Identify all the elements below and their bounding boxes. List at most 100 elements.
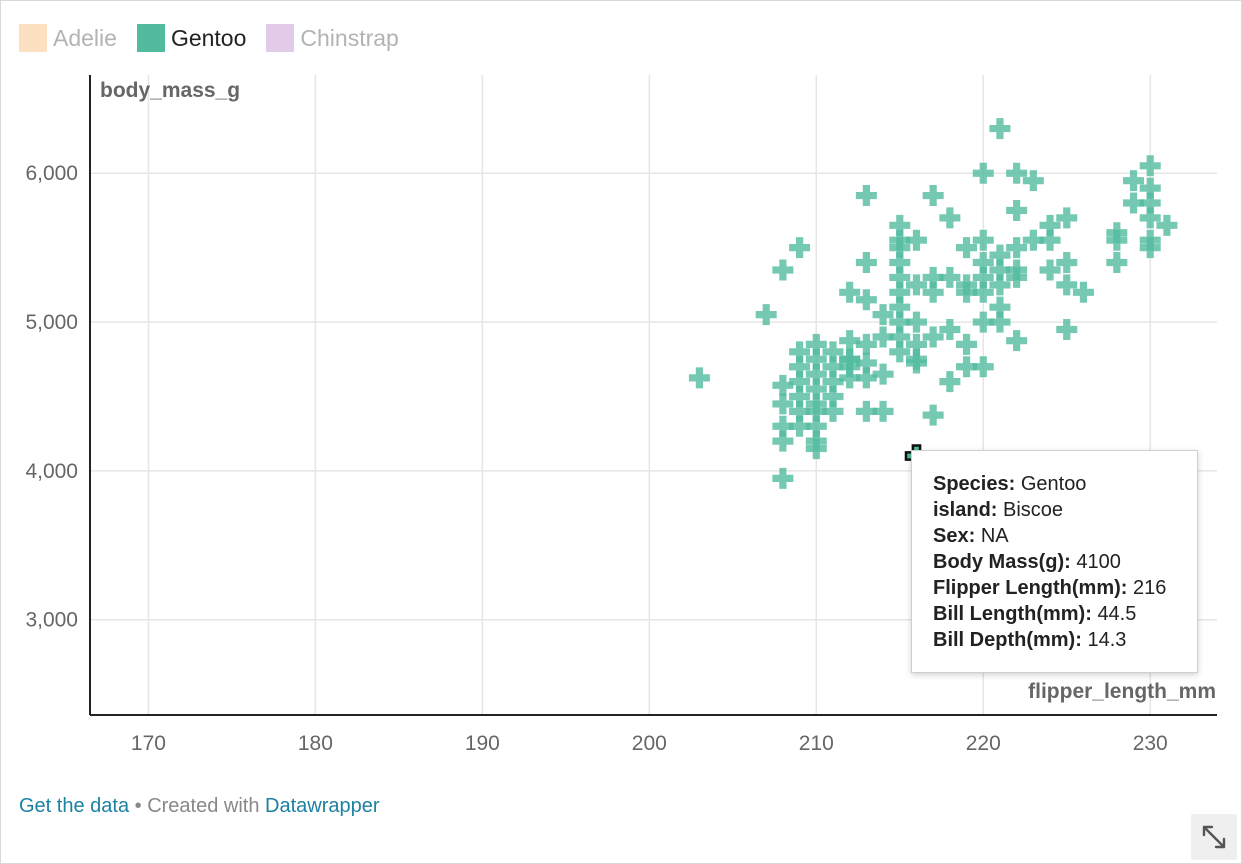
data-point[interactable] [1006, 237, 1028, 259]
data-point[interactable] [972, 281, 994, 303]
data-point[interactable] [905, 229, 927, 251]
data-point[interactable] [1139, 237, 1161, 259]
data-point[interactable] [922, 185, 944, 207]
data-point[interactable] [755, 304, 777, 326]
data-point[interactable] [972, 266, 994, 288]
data-point[interactable] [789, 341, 811, 363]
data-point[interactable] [1039, 259, 1061, 281]
data-point[interactable] [855, 333, 877, 355]
data-point[interactable] [1006, 199, 1028, 221]
data-point[interactable] [855, 185, 877, 207]
data-point[interactable] [822, 341, 844, 363]
data-point[interactable] [989, 118, 1011, 140]
data-point[interactable] [872, 400, 894, 422]
data-point[interactable] [956, 333, 978, 355]
data-point[interactable] [1056, 319, 1078, 341]
data-point[interactable] [772, 467, 794, 489]
data-point[interactable] [989, 274, 1011, 296]
data-point[interactable] [972, 252, 994, 274]
data-point[interactable] [772, 259, 794, 281]
data-point[interactable] [839, 367, 861, 389]
data-point[interactable] [889, 266, 911, 288]
get-data-link[interactable]: Get the data [19, 795, 130, 817]
data-point[interactable] [956, 237, 978, 259]
data-point[interactable] [889, 237, 911, 259]
legend-item-adelie[interactable]: Adelie [19, 24, 117, 52]
data-point[interactable] [989, 259, 1011, 281]
data-point[interactable] [939, 207, 961, 229]
data-point[interactable] [889, 281, 911, 303]
data-point[interactable] [1106, 229, 1128, 251]
legend-item-chinstrap[interactable]: Chinstrap [266, 24, 399, 52]
data-point[interactable] [1056, 252, 1078, 274]
data-point[interactable] [1139, 155, 1161, 177]
data-point[interactable] [688, 367, 710, 389]
data-point[interactable] [939, 266, 961, 288]
data-point[interactable] [855, 400, 877, 422]
data-point[interactable] [855, 289, 877, 311]
legend-item-gentoo[interactable]: Gentoo [136, 24, 246, 52]
data-point[interactable] [872, 363, 894, 385]
data-point[interactable] [905, 274, 927, 296]
data-point[interactable] [972, 356, 994, 378]
data-point[interactable] [872, 326, 894, 348]
data-point[interactable] [905, 352, 927, 374]
data-point[interactable] [822, 371, 844, 393]
data-point[interactable] [805, 378, 827, 400]
data-point[interactable] [855, 352, 877, 374]
data-point[interactable] [1123, 170, 1145, 192]
data-point[interactable] [956, 281, 978, 303]
data-point[interactable] [1056, 274, 1078, 296]
data-point[interactable] [989, 296, 1011, 318]
expand-button[interactable] [1191, 814, 1237, 860]
data-point[interactable] [922, 281, 944, 303]
data-point[interactable] [972, 162, 994, 184]
data-point[interactable] [772, 415, 794, 437]
data-point[interactable] [772, 430, 794, 452]
data-point[interactable] [1123, 192, 1145, 214]
data-point[interactable] [855, 367, 877, 389]
data-point[interactable] [939, 319, 961, 341]
data-point[interactable] [839, 281, 861, 303]
data-point[interactable] [789, 400, 811, 422]
data-point[interactable] [805, 400, 827, 422]
data-point[interactable] [822, 385, 844, 407]
data-point[interactable] [805, 348, 827, 370]
data-point[interactable] [1072, 281, 1094, 303]
data-point[interactable] [822, 400, 844, 422]
data-point[interactable] [905, 311, 927, 333]
data-point[interactable] [1139, 192, 1161, 214]
data-point[interactable] [1156, 214, 1178, 236]
data-point[interactable] [889, 252, 911, 274]
data-point[interactable] [1139, 177, 1161, 199]
data-point[interactable] [889, 311, 911, 333]
data-point[interactable] [905, 333, 927, 355]
data-point[interactable] [772, 393, 794, 415]
data-point[interactable] [789, 415, 811, 437]
data-point[interactable] [1039, 229, 1061, 251]
data-point[interactable] [922, 404, 944, 426]
data-point[interactable] [805, 363, 827, 385]
data-point[interactable] [889, 296, 911, 318]
data-point[interactable] [789, 237, 811, 259]
data-point[interactable] [939, 371, 961, 393]
data-point[interactable] [922, 266, 944, 288]
data-point[interactable] [839, 348, 861, 370]
data-point[interactable] [1106, 252, 1128, 274]
data-point[interactable] [1056, 207, 1078, 229]
data-point[interactable] [922, 326, 944, 348]
data-point[interactable] [1039, 214, 1061, 236]
data-point[interactable] [1022, 229, 1044, 251]
data-point[interactable] [805, 333, 827, 355]
data-point[interactable] [1006, 330, 1028, 352]
data-point[interactable] [989, 244, 1011, 266]
data-point[interactable] [839, 330, 861, 352]
data-point[interactable] [772, 374, 794, 396]
data-point[interactable] [872, 304, 894, 326]
data-point[interactable] [789, 356, 811, 378]
data-point[interactable] [1006, 266, 1028, 288]
data-point[interactable] [805, 438, 827, 460]
data-point[interactable] [889, 326, 911, 348]
data-point[interactable] [1139, 207, 1161, 229]
data-point[interactable] [972, 229, 994, 251]
